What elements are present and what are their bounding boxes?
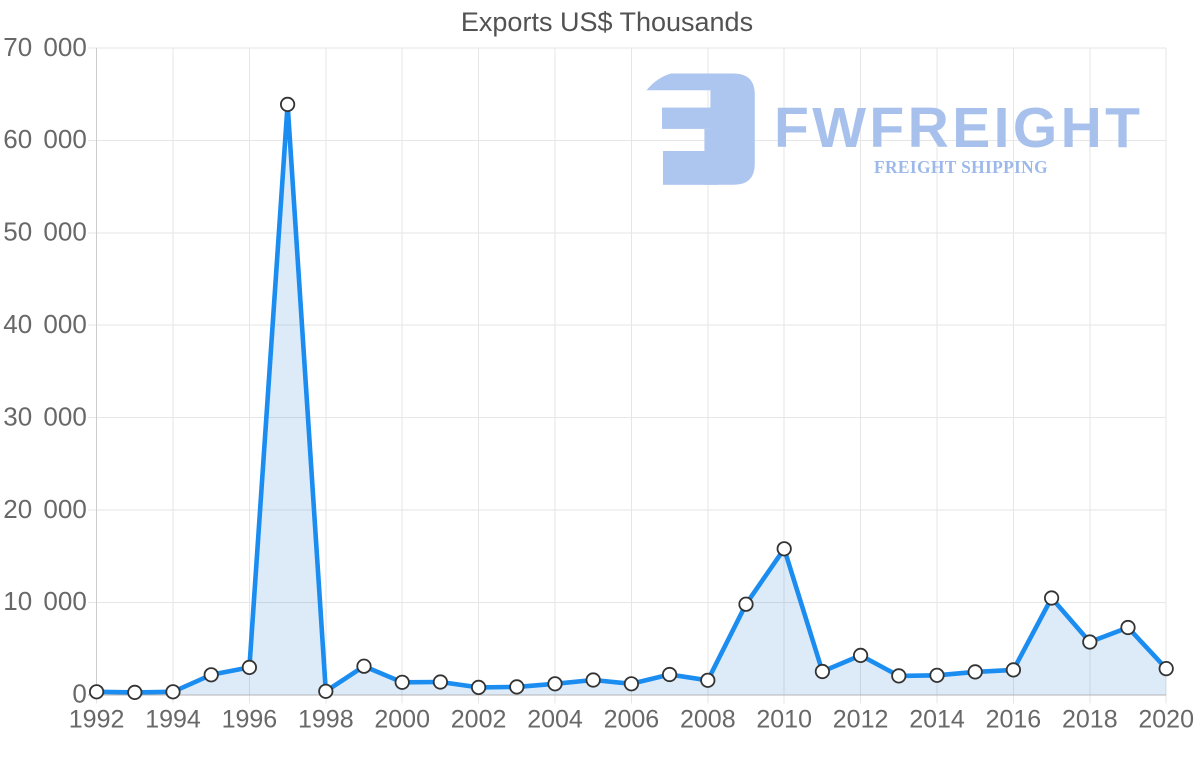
svg-text:2008: 2008 [680,706,736,734]
svg-text:2010: 2010 [756,706,812,734]
svg-text:1998: 1998 [298,706,354,734]
svg-text:1996: 1996 [222,706,278,734]
svg-text:70 000: 70 000 [3,32,87,62]
svg-text:2014: 2014 [909,706,965,734]
svg-text:2002: 2002 [451,706,507,734]
svg-text:1992: 1992 [69,706,125,734]
svg-text:FWFREIGHT: FWFREIGHT [774,96,1143,160]
svg-text:2004: 2004 [527,706,583,734]
svg-text:2006: 2006 [604,706,660,734]
svg-text:40 000: 40 000 [3,309,87,339]
svg-text:2016: 2016 [986,706,1042,734]
svg-text:2020: 2020 [1138,706,1194,734]
svg-text:Exports US$ Thousands: Exports US$ Thousands [461,7,753,37]
svg-text:0: 0 [72,679,86,709]
svg-text:2000: 2000 [374,706,430,734]
svg-text:2018: 2018 [1062,706,1118,734]
svg-text:10 000: 10 000 [3,586,87,616]
svg-text:FREIGHT SHIPPING: FREIGHT SHIPPING [874,157,1048,177]
svg-text:50 000: 50 000 [3,217,87,247]
svg-text:20 000: 20 000 [3,494,87,524]
svg-text:1994: 1994 [145,706,201,734]
svg-text:30 000: 30 000 [3,401,87,431]
svg-text:60 000: 60 000 [3,124,87,154]
svg-text:2012: 2012 [833,706,889,734]
